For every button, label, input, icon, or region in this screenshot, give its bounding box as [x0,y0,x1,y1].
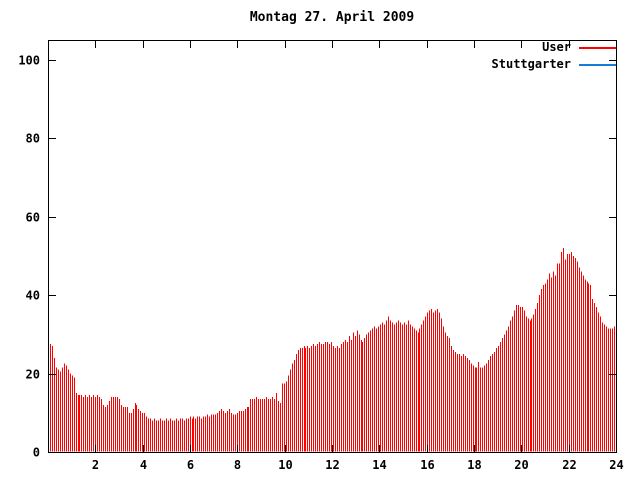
x-tick-label: 24 [609,458,623,472]
x-tick-label: 8 [234,458,241,472]
x-tick-label: 16 [420,458,434,472]
x-tick-label: 6 [187,458,194,472]
x-tick-label: 20 [514,458,528,472]
legend-line-sample-user [579,46,616,49]
x-tick-label: 12 [325,458,339,472]
chart-title: Montag 27. April 2009 [249,10,415,25]
y-tick-label: 40 [26,289,40,303]
y-tick-label: 80 [26,132,40,146]
x-tick-label: 10 [278,458,292,472]
y-tick-label: 60 [26,211,40,225]
y-tick-label: 100 [18,54,40,68]
x-tick-label: 22 [562,458,576,472]
legend-label-user: User [542,40,571,54]
x-tick-label: 4 [140,458,147,472]
legend-entry-stuttgarter: Stuttgarter [492,58,616,71]
x-tick-label: 18 [467,458,481,472]
legend-line-sample-stuttgarter [579,63,616,66]
legend-entry-user: User [492,41,616,54]
legend-label-stuttgarter: Stuttgarter [491,57,571,71]
y-tick-label: 20 [26,368,40,382]
x-tick-label: 2 [92,458,99,472]
legend: User Stuttgarter [492,41,616,71]
x-tick-label: 14 [372,458,386,472]
y-tick-label: 0 [33,446,40,460]
plot-frame [48,40,617,453]
